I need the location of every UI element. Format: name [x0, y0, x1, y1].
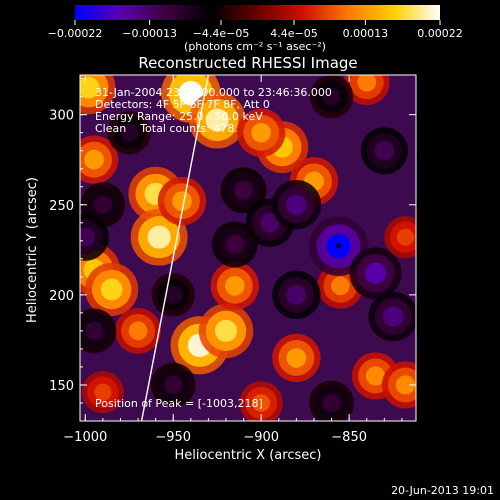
heatmap-blob-core	[396, 228, 415, 246]
y-tick-label: 250	[49, 199, 74, 214]
x-tick-label: −850	[331, 430, 367, 445]
x-tick-label: −950	[155, 430, 191, 445]
heatmap-blob-core	[322, 87, 341, 106]
x-axis-label: Heliocentric X (arcsec)	[175, 448, 322, 463]
heatmap-blob-core	[147, 225, 171, 249]
colorbar-tick-label: 0.00013	[343, 27, 389, 40]
heatmap-blob-core	[84, 149, 104, 170]
y-axis: 150 200 250 300	[49, 78, 416, 404]
heatmap-blob-core	[164, 286, 183, 304]
heatmap-blob-core	[93, 195, 112, 214]
colorbar-tick-label: −0.00013	[122, 27, 177, 40]
heatmap-blob-core	[357, 75, 377, 92]
annotation-clean-counts: Clean Total counts: 478.	[95, 122, 238, 135]
heatmap-blob-core	[286, 348, 307, 368]
heatmap-blob-core	[120, 123, 139, 142]
heatmap-blob-core	[252, 394, 271, 412]
heatmap-blob-core	[374, 141, 394, 161]
heatmap-blob-core	[395, 375, 416, 395]
heatmap-blob-core	[286, 194, 307, 215]
heatmap-blob-core	[178, 80, 203, 106]
heatmap-blob-core	[251, 122, 272, 143]
heatmap-blob-core	[84, 321, 104, 340]
heatmap-blob-core	[80, 76, 100, 99]
x-tick-label: −900	[243, 430, 279, 445]
colorbar-tick-label: 4.4e−05	[270, 27, 317, 40]
heatmap-blob-core	[364, 262, 387, 284]
annotation-peak-position: Position of Peak = [-1003,218]	[95, 397, 263, 410]
heatmap-blob-core	[331, 276, 350, 296]
colorbar-units: (photons cm⁻² s⁻¹ asec⁻²)	[184, 40, 326, 53]
footer-timestamp: 20-Jun-2013 19:01	[391, 484, 494, 497]
heatmap-blob-core	[286, 285, 307, 305]
annotation-energy-range: Energy Range: 25.0 - 50.0 keV	[95, 110, 263, 123]
heatmap-blob-core	[383, 306, 404, 327]
heatmap-blob-core	[365, 366, 386, 386]
y-tick-label: 150	[49, 379, 74, 394]
peak-marker	[336, 243, 341, 249]
y-tick-label: 200	[49, 289, 74, 304]
annotation-detectors: Detectors: 4F 5F 6F 7F 8F, Att 0	[95, 98, 270, 111]
annotation-time-range: 31-Jan-2004 23:46:00.000 to 23:46:36.000	[95, 86, 332, 99]
heatmap-blob-core	[214, 319, 238, 342]
colorbar	[75, 5, 440, 20]
heatmap-blob-core	[260, 212, 280, 233]
colorbar-tick-label: 0.00022	[417, 27, 463, 40]
limb-line	[140, 75, 210, 421]
plot-frame	[79, 74, 417, 422]
x-tick-label: −1000	[63, 430, 107, 445]
heatmap-blob-core	[164, 375, 183, 395]
heatmap-blob-core	[128, 321, 148, 341]
heatmap-blob-core	[100, 278, 123, 301]
x-axis: −1000 −950 −900 −850	[63, 75, 403, 445]
heatmap-blob-core	[234, 180, 253, 200]
heatmap-blob-core	[225, 235, 245, 254]
heatmap-blob-core	[224, 275, 245, 296]
colorbar-tick-label: −4.4e−05	[193, 27, 250, 40]
heatmap-blob-core	[172, 191, 192, 211]
heatmap-blob-core	[94, 383, 112, 401]
y-tick-label: 300	[49, 109, 74, 124]
heatmap-blob-core	[205, 108, 229, 132]
y-axis-label: Heliocentric Y (arcsec)	[25, 177, 40, 323]
colorbar-ticks: −0.00022 −0.00013 −4.4e−05 4.4e−05 0.00013 0.…	[48, 20, 463, 40]
chart-title: Reconstructed RHESSI Image	[138, 54, 357, 72]
image-heatmap	[80, 75, 416, 421]
annotations: 31-Jan-2004 23:46:00.000 to 23:46:36.000…	[95, 86, 332, 410]
heatmap-blob-core	[80, 227, 95, 247]
heatmap-blob-core	[322, 393, 341, 413]
colorbar-tick-label: −0.00022	[48, 27, 103, 40]
